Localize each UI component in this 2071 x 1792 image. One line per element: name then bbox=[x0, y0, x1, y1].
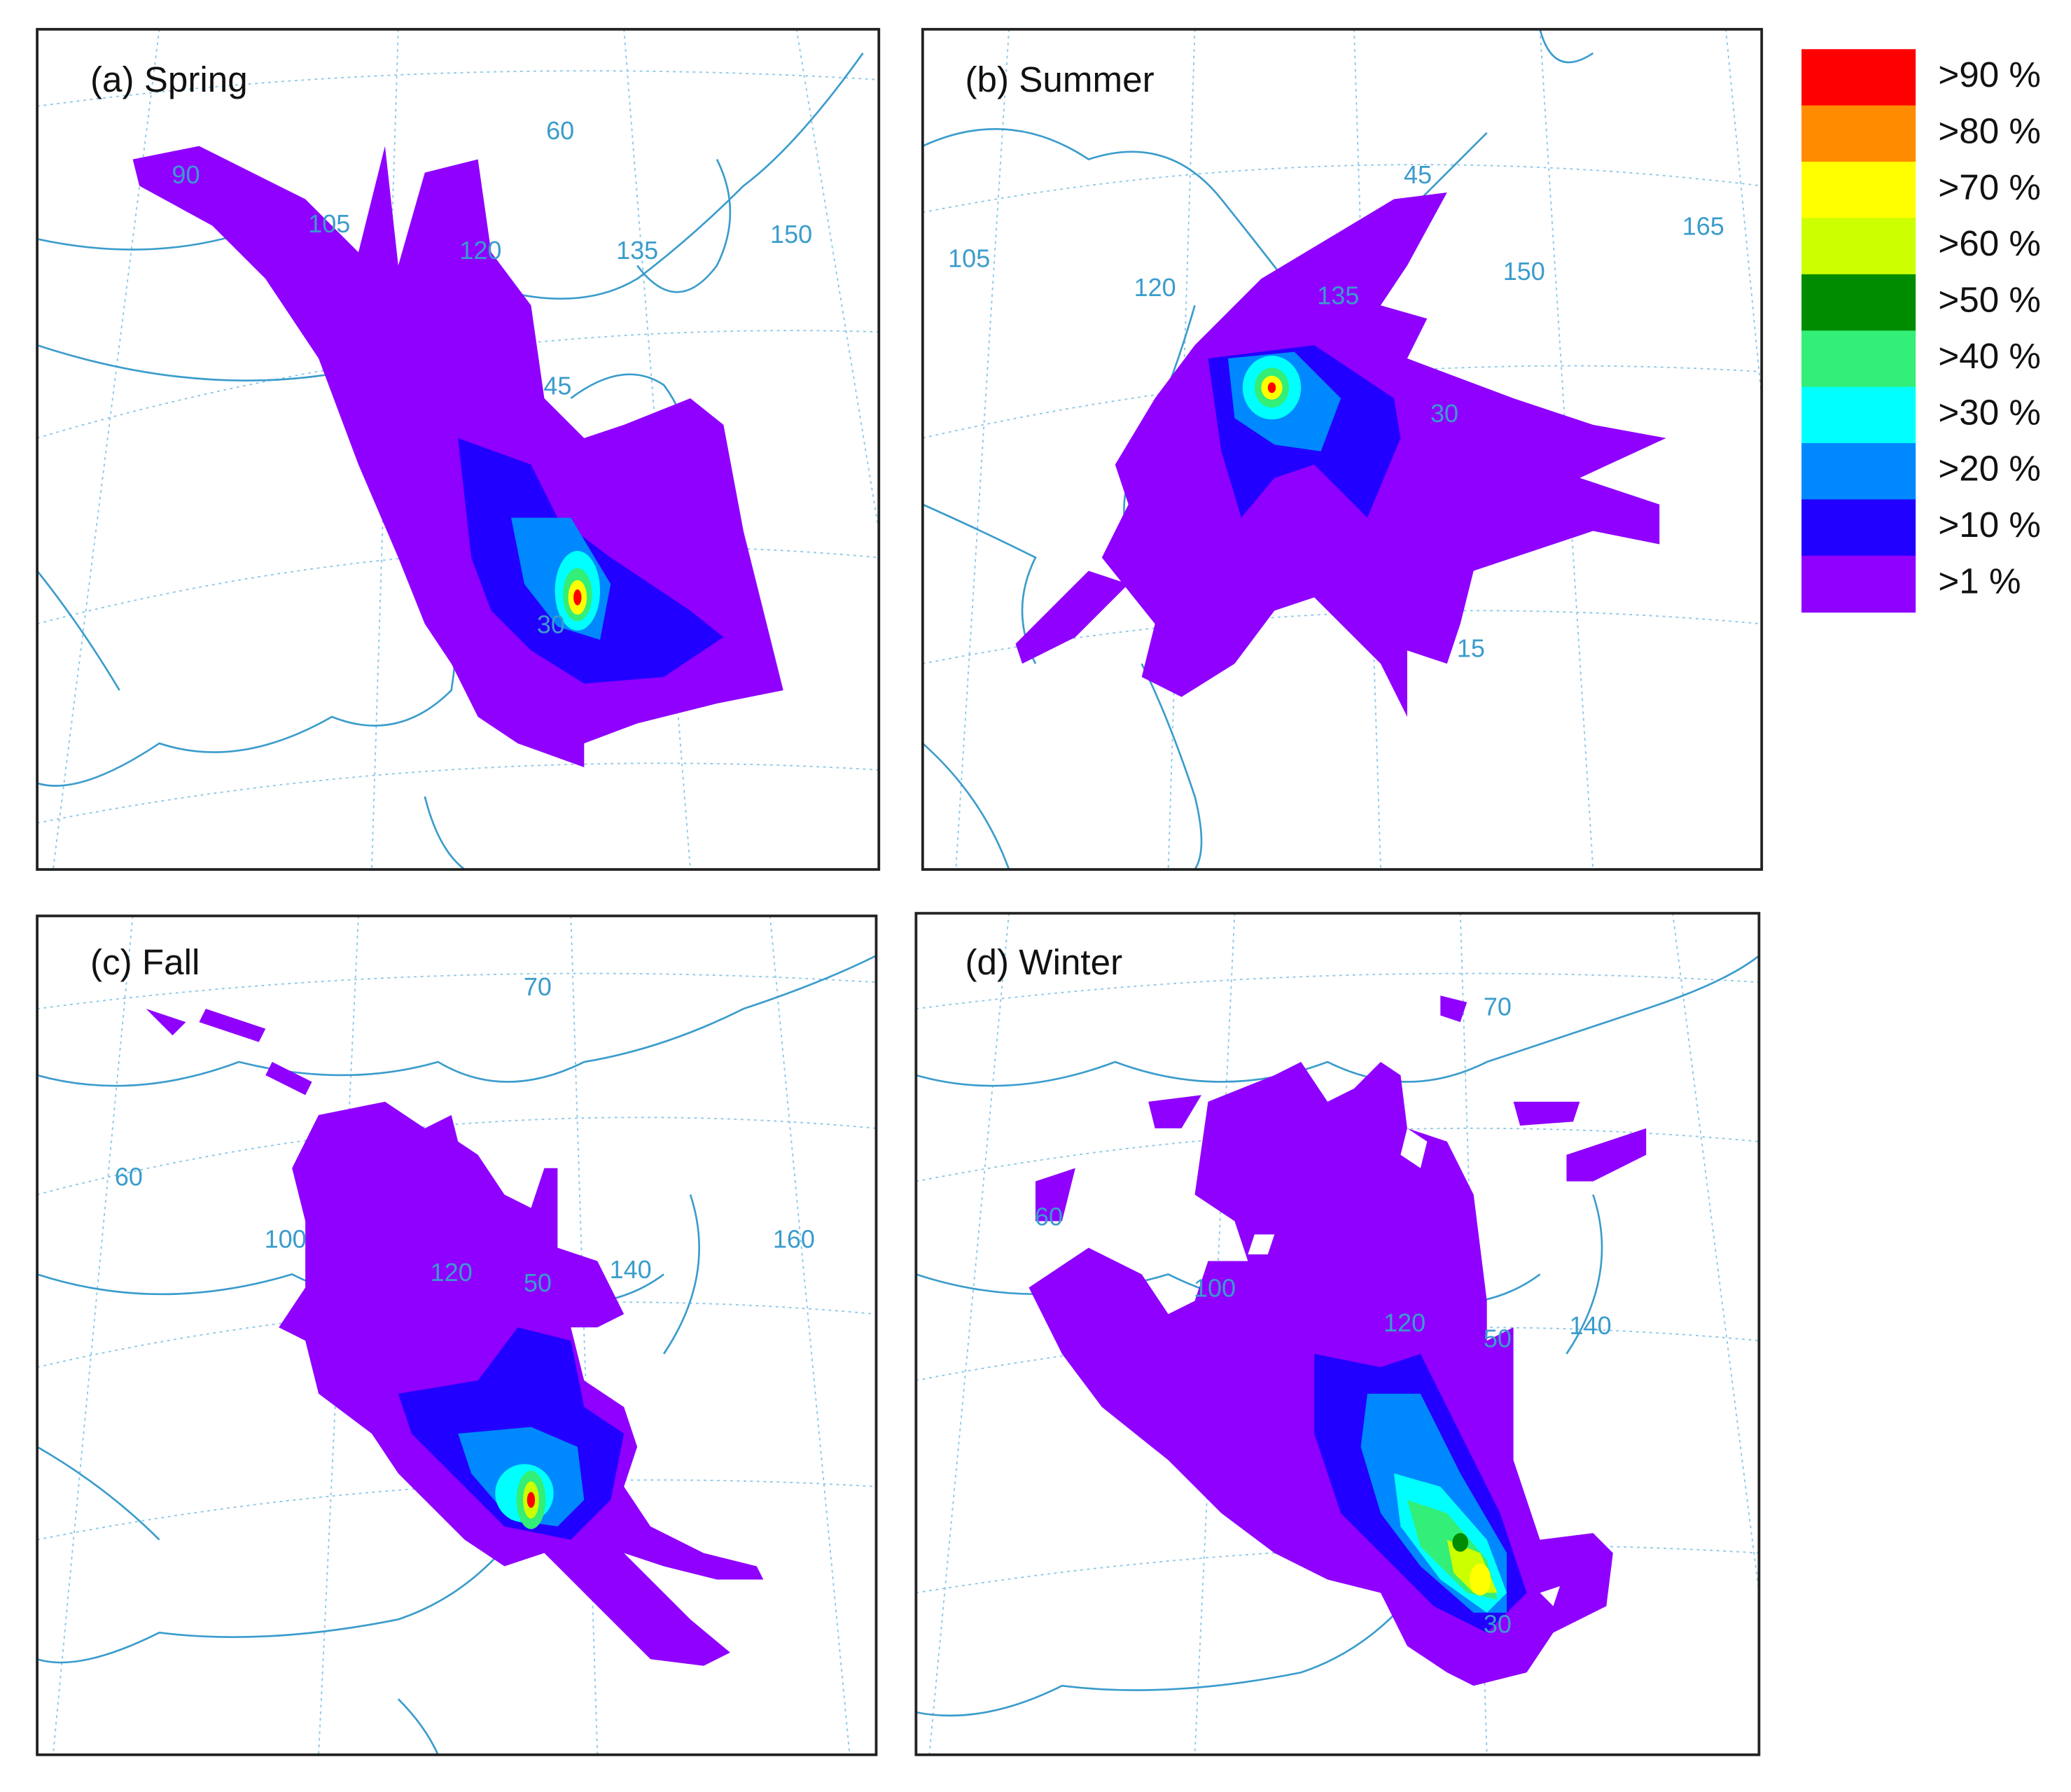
grid-label: 100 bbox=[1194, 1274, 1236, 1303]
grid-label: 15 bbox=[1457, 634, 1485, 663]
map-panel bbox=[37, 29, 879, 870]
legend-swatch bbox=[1801, 218, 1916, 275]
grid-label: 45 bbox=[543, 371, 571, 400]
grid-label: 70 bbox=[524, 972, 552, 1001]
grid-label: 135 bbox=[616, 236, 658, 265]
legend-label: >70 % bbox=[1938, 167, 2041, 207]
legend-label: >80 % bbox=[1938, 111, 2041, 150]
legend-label: >1 % bbox=[1938, 561, 2021, 601]
map-panel bbox=[37, 916, 877, 1755]
legend-swatch bbox=[1801, 555, 1916, 613]
legend-swatch bbox=[1801, 386, 1916, 444]
grid-label: 105 bbox=[308, 209, 350, 238]
plume-level bbox=[1267, 382, 1276, 393]
grid-label: 45 bbox=[1404, 160, 1432, 189]
legend-swatch bbox=[1801, 162, 1916, 219]
grid-label: 140 bbox=[1570, 1311, 1612, 1340]
grid-label: 120 bbox=[1383, 1308, 1425, 1337]
plume-level bbox=[573, 589, 582, 606]
grid-label: 90 bbox=[172, 160, 200, 189]
legend-swatch bbox=[1801, 443, 1916, 500]
grid-label: 160 bbox=[773, 1225, 815, 1254]
grid-label: 60 bbox=[546, 116, 574, 145]
legend-label: >60 % bbox=[1938, 223, 2041, 263]
plume-level bbox=[1452, 1533, 1469, 1552]
panel-frame bbox=[921, 27, 1764, 871]
panel-frame bbox=[36, 27, 881, 871]
legend-label: >20 % bbox=[1938, 449, 2041, 489]
grid-label: 140 bbox=[610, 1255, 652, 1284]
map-panel bbox=[922, 29, 1762, 870]
grid-label: 120 bbox=[1134, 273, 1176, 302]
legend-label: >30 % bbox=[1938, 392, 2041, 432]
grid-label: 50 bbox=[1484, 1324, 1512, 1353]
legend-swatch bbox=[1801, 49, 1916, 106]
panel-title: (a) Spring bbox=[90, 59, 248, 99]
grid-label: 120 bbox=[459, 236, 501, 265]
grid-label: 60 bbox=[1035, 1202, 1063, 1231]
grid-label: 30 bbox=[1430, 399, 1458, 428]
legend-swatch bbox=[1801, 330, 1916, 388]
plume-level bbox=[1028, 995, 1647, 1686]
grid-label: 150 bbox=[1503, 257, 1545, 286]
panel-title: (b) Summer bbox=[965, 59, 1155, 99]
plume-level bbox=[1470, 1563, 1491, 1596]
legend-label: >90 % bbox=[1938, 55, 2041, 94]
legend-label: >40 % bbox=[1938, 336, 2041, 376]
legend-label: >10 % bbox=[1938, 505, 2041, 545]
legend-swatch bbox=[1801, 499, 1916, 556]
grid-label: 100 bbox=[265, 1225, 307, 1254]
grid-label: 165 bbox=[1682, 212, 1724, 241]
map-panel bbox=[916, 913, 1759, 1755]
legend-label: >50 % bbox=[1938, 280, 2041, 320]
plume-level bbox=[527, 1492, 536, 1508]
grid-label: 135 bbox=[1317, 281, 1359, 309]
panel-title: (c) Fall bbox=[90, 942, 200, 982]
grid-label: 150 bbox=[770, 220, 812, 248]
panel-title: (d) Winter bbox=[965, 942, 1123, 982]
panel-frame bbox=[914, 911, 1761, 1756]
plume-level bbox=[146, 1009, 764, 1666]
grid-label: 70 bbox=[1484, 993, 1512, 1021]
grid-label: 105 bbox=[948, 244, 990, 272]
panel-frame bbox=[36, 914, 878, 1756]
grid-label: 120 bbox=[431, 1258, 473, 1287]
legend-swatch bbox=[1801, 274, 1916, 332]
legend-swatch bbox=[1801, 105, 1916, 162]
grid-label: 60 bbox=[115, 1162, 143, 1191]
grid-label: 50 bbox=[524, 1268, 552, 1297]
grid-label: 30 bbox=[1484, 1609, 1512, 1638]
grid-label: 30 bbox=[537, 610, 565, 639]
